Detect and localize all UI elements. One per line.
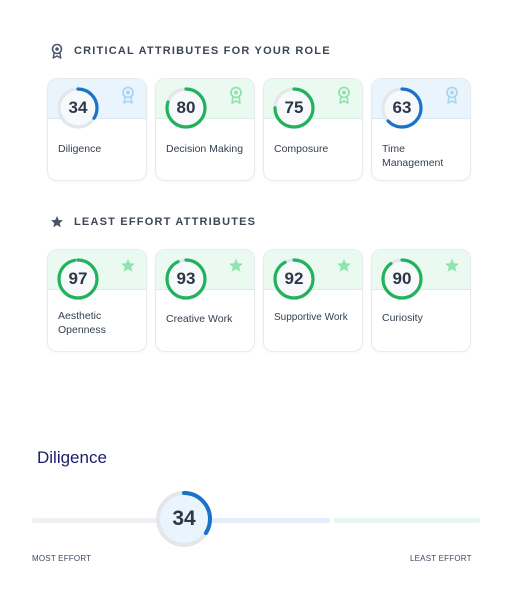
attribute-label: Decision Making xyxy=(166,143,244,155)
critical-attributes-grid: 34 Diligence 80 Decision Making 75 xyxy=(47,78,471,181)
score-ring xyxy=(381,258,423,300)
selected-score-ring[interactable] xyxy=(154,489,214,549)
attribute-card-supportive-work[interactable]: 92 Supportive Work xyxy=(263,249,363,352)
scale-label-least-effort: LEAST EFFORT xyxy=(410,554,472,563)
star-icon xyxy=(445,258,459,272)
score-ring xyxy=(57,87,99,129)
attribute-label: Time Management xyxy=(382,143,444,169)
attribute-label: Curiosity xyxy=(382,312,423,324)
selected-attribute-title: Diligence xyxy=(37,448,107,467)
attribute-label: Aesthetic Openness xyxy=(58,310,106,336)
score-value: 75 xyxy=(284,98,304,117)
score-value: 80 xyxy=(176,98,196,117)
scale-track-most-effort xyxy=(32,518,158,523)
attribute-card-diligence[interactable]: 34 Diligence xyxy=(47,78,147,181)
score-ring xyxy=(273,87,315,129)
star-icon xyxy=(121,258,135,272)
attribute-card-decision-making[interactable]: 80 Decision Making xyxy=(155,78,255,181)
attribute-card-composure[interactable]: 75 Composure xyxy=(263,78,363,181)
least-effort-section-title: LEAST EFFORT ATTRIBUTES xyxy=(74,216,257,228)
attribute-card-creative-work[interactable]: 93 Creative Work xyxy=(155,249,255,352)
award-ribbon-icon xyxy=(122,86,134,104)
attribute-label: Supportive Work xyxy=(274,312,348,323)
award-ribbon-icon xyxy=(51,43,63,59)
award-ribbon-icon xyxy=(446,86,458,104)
award-ribbon-icon xyxy=(230,86,242,104)
score-ring xyxy=(165,87,207,129)
star-icon xyxy=(337,258,351,272)
scale-label-most-effort: MOST EFFORT xyxy=(32,554,92,563)
attribute-label: Composure xyxy=(274,143,329,155)
critical-section-title: CRITICAL ATTRIBUTES FOR YOUR ROLE xyxy=(74,45,331,57)
selected-score-value: 34 xyxy=(172,507,196,530)
attribute-card-curiosity[interactable]: 90 Curiosity xyxy=(371,249,471,352)
attribute-card-aesthetic-openness[interactable]: 97 Aesthetic Openness xyxy=(47,249,147,352)
score-value: 90 xyxy=(392,269,412,288)
score-value: 63 xyxy=(392,98,412,117)
score-ring xyxy=(165,258,207,300)
score-ring xyxy=(273,258,315,300)
scale-track-middle xyxy=(210,518,330,523)
least-effort-section-header: LEAST EFFORT ATTRIBUTES xyxy=(50,214,256,230)
critical-section-header: CRITICAL ATTRIBUTES FOR YOUR ROLE xyxy=(50,43,331,59)
score-ring xyxy=(381,87,423,129)
star-icon xyxy=(229,258,243,272)
attribute-card-time-management[interactable]: 63 Time Management xyxy=(371,78,471,181)
star-icon xyxy=(51,216,63,228)
score-value: 34 xyxy=(68,98,88,117)
score-value: 93 xyxy=(176,269,196,288)
score-ring xyxy=(57,258,99,300)
award-ribbon-icon xyxy=(338,86,350,104)
score-value: 92 xyxy=(284,269,304,288)
attribute-label: Diligence xyxy=(58,143,102,155)
attribute-label: Creative Work xyxy=(166,313,233,325)
scale-track-least-effort xyxy=(334,518,480,523)
score-value: 97 xyxy=(68,269,88,288)
least-effort-attributes-grid: 97 Aesthetic Openness 93 Creative Work 9… xyxy=(47,249,471,352)
